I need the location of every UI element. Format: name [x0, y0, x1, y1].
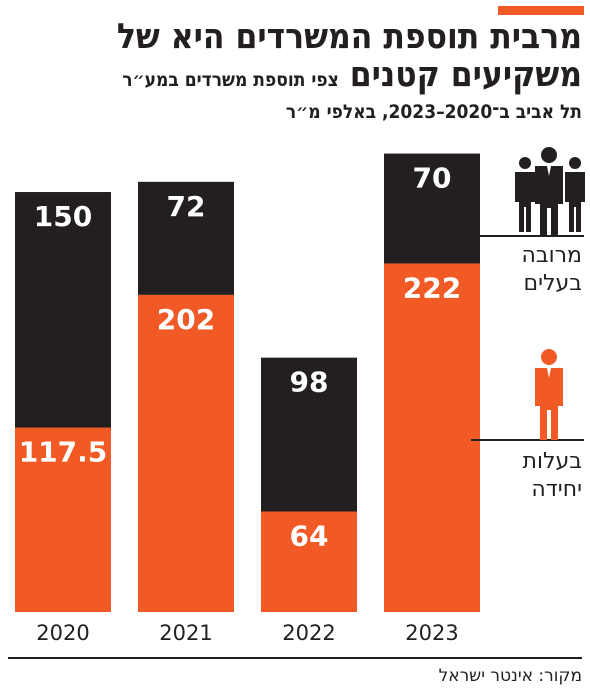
data-label-multiple-2021: 72 [167, 190, 206, 223]
data-label-multiple-2022: 98 [290, 366, 329, 399]
bar-multiple-2021 [138, 181, 234, 295]
bar-multiple-2020 [15, 192, 111, 428]
chart-header: מרבית תוספת המשרדים היא של משקיעים קטנים… [7, 18, 582, 125]
bar-multiple-2023 [384, 153, 480, 264]
legend-graphics [471, 147, 585, 441]
legend-single-line2: יחידה [531, 477, 582, 502]
bar-multiple-2022 [261, 357, 357, 512]
legend-single-line1: בעלות [522, 449, 582, 474]
group-of-people-icon [515, 147, 585, 236]
legend-owners-line1: מרובה [521, 243, 582, 268]
source-note: מקור: אינטר ישראל [438, 666, 582, 686]
x-tick-label-2021: 2021 [159, 621, 212, 645]
chart-subtitle-part1: צפי תוספת משרדים במע״ר [122, 69, 339, 91]
chart-title-line2: משקיעים קטנים צפי תוספת משרדים במע״ר [7, 56, 582, 99]
legend-label-owners: מרובה בעלים [522, 242, 582, 298]
bars-layer [15, 153, 480, 612]
accent-bar [498, 6, 584, 15]
legend-owners-line2: בעלים [523, 271, 582, 296]
data-label-multiple-2023: 70 [413, 162, 452, 195]
data-label-multiple-2020: 150 [34, 200, 92, 233]
chart-subtitle-part2: תל אביב ב־2020–2023, באלפי מ״ר [285, 101, 582, 123]
single-person-icon [535, 349, 563, 440]
data-label-single-2022: 64 [290, 520, 329, 553]
bar-single-2023 [384, 263, 480, 612]
x-tick-label-2022: 2022 [282, 621, 335, 645]
bottom-rule [8, 657, 582, 659]
chart-title-line2-text: משקיעים קטנים [349, 55, 582, 95]
year-labels-layer: 2020 2021 2022 2023 [36, 621, 458, 645]
chart-title-line1: מרבית תוספת המשרדים היא של [116, 17, 582, 57]
bar-single-2021 [138, 294, 234, 612]
data-label-single-2020: 117.5 [19, 436, 108, 469]
labels-layer: 117.5 150 202 72 64 98 222 70 [19, 162, 462, 553]
x-tick-label-2020: 2020 [36, 621, 89, 645]
legend-label-single: בעלות יחידה [523, 448, 582, 504]
bar-single-2020 [15, 427, 111, 612]
data-label-single-2021: 202 [157, 303, 215, 336]
bar-single-2022 [261, 511, 357, 612]
data-label-single-2023: 222 [403, 271, 461, 304]
x-tick-label-2023: 2023 [405, 621, 458, 645]
